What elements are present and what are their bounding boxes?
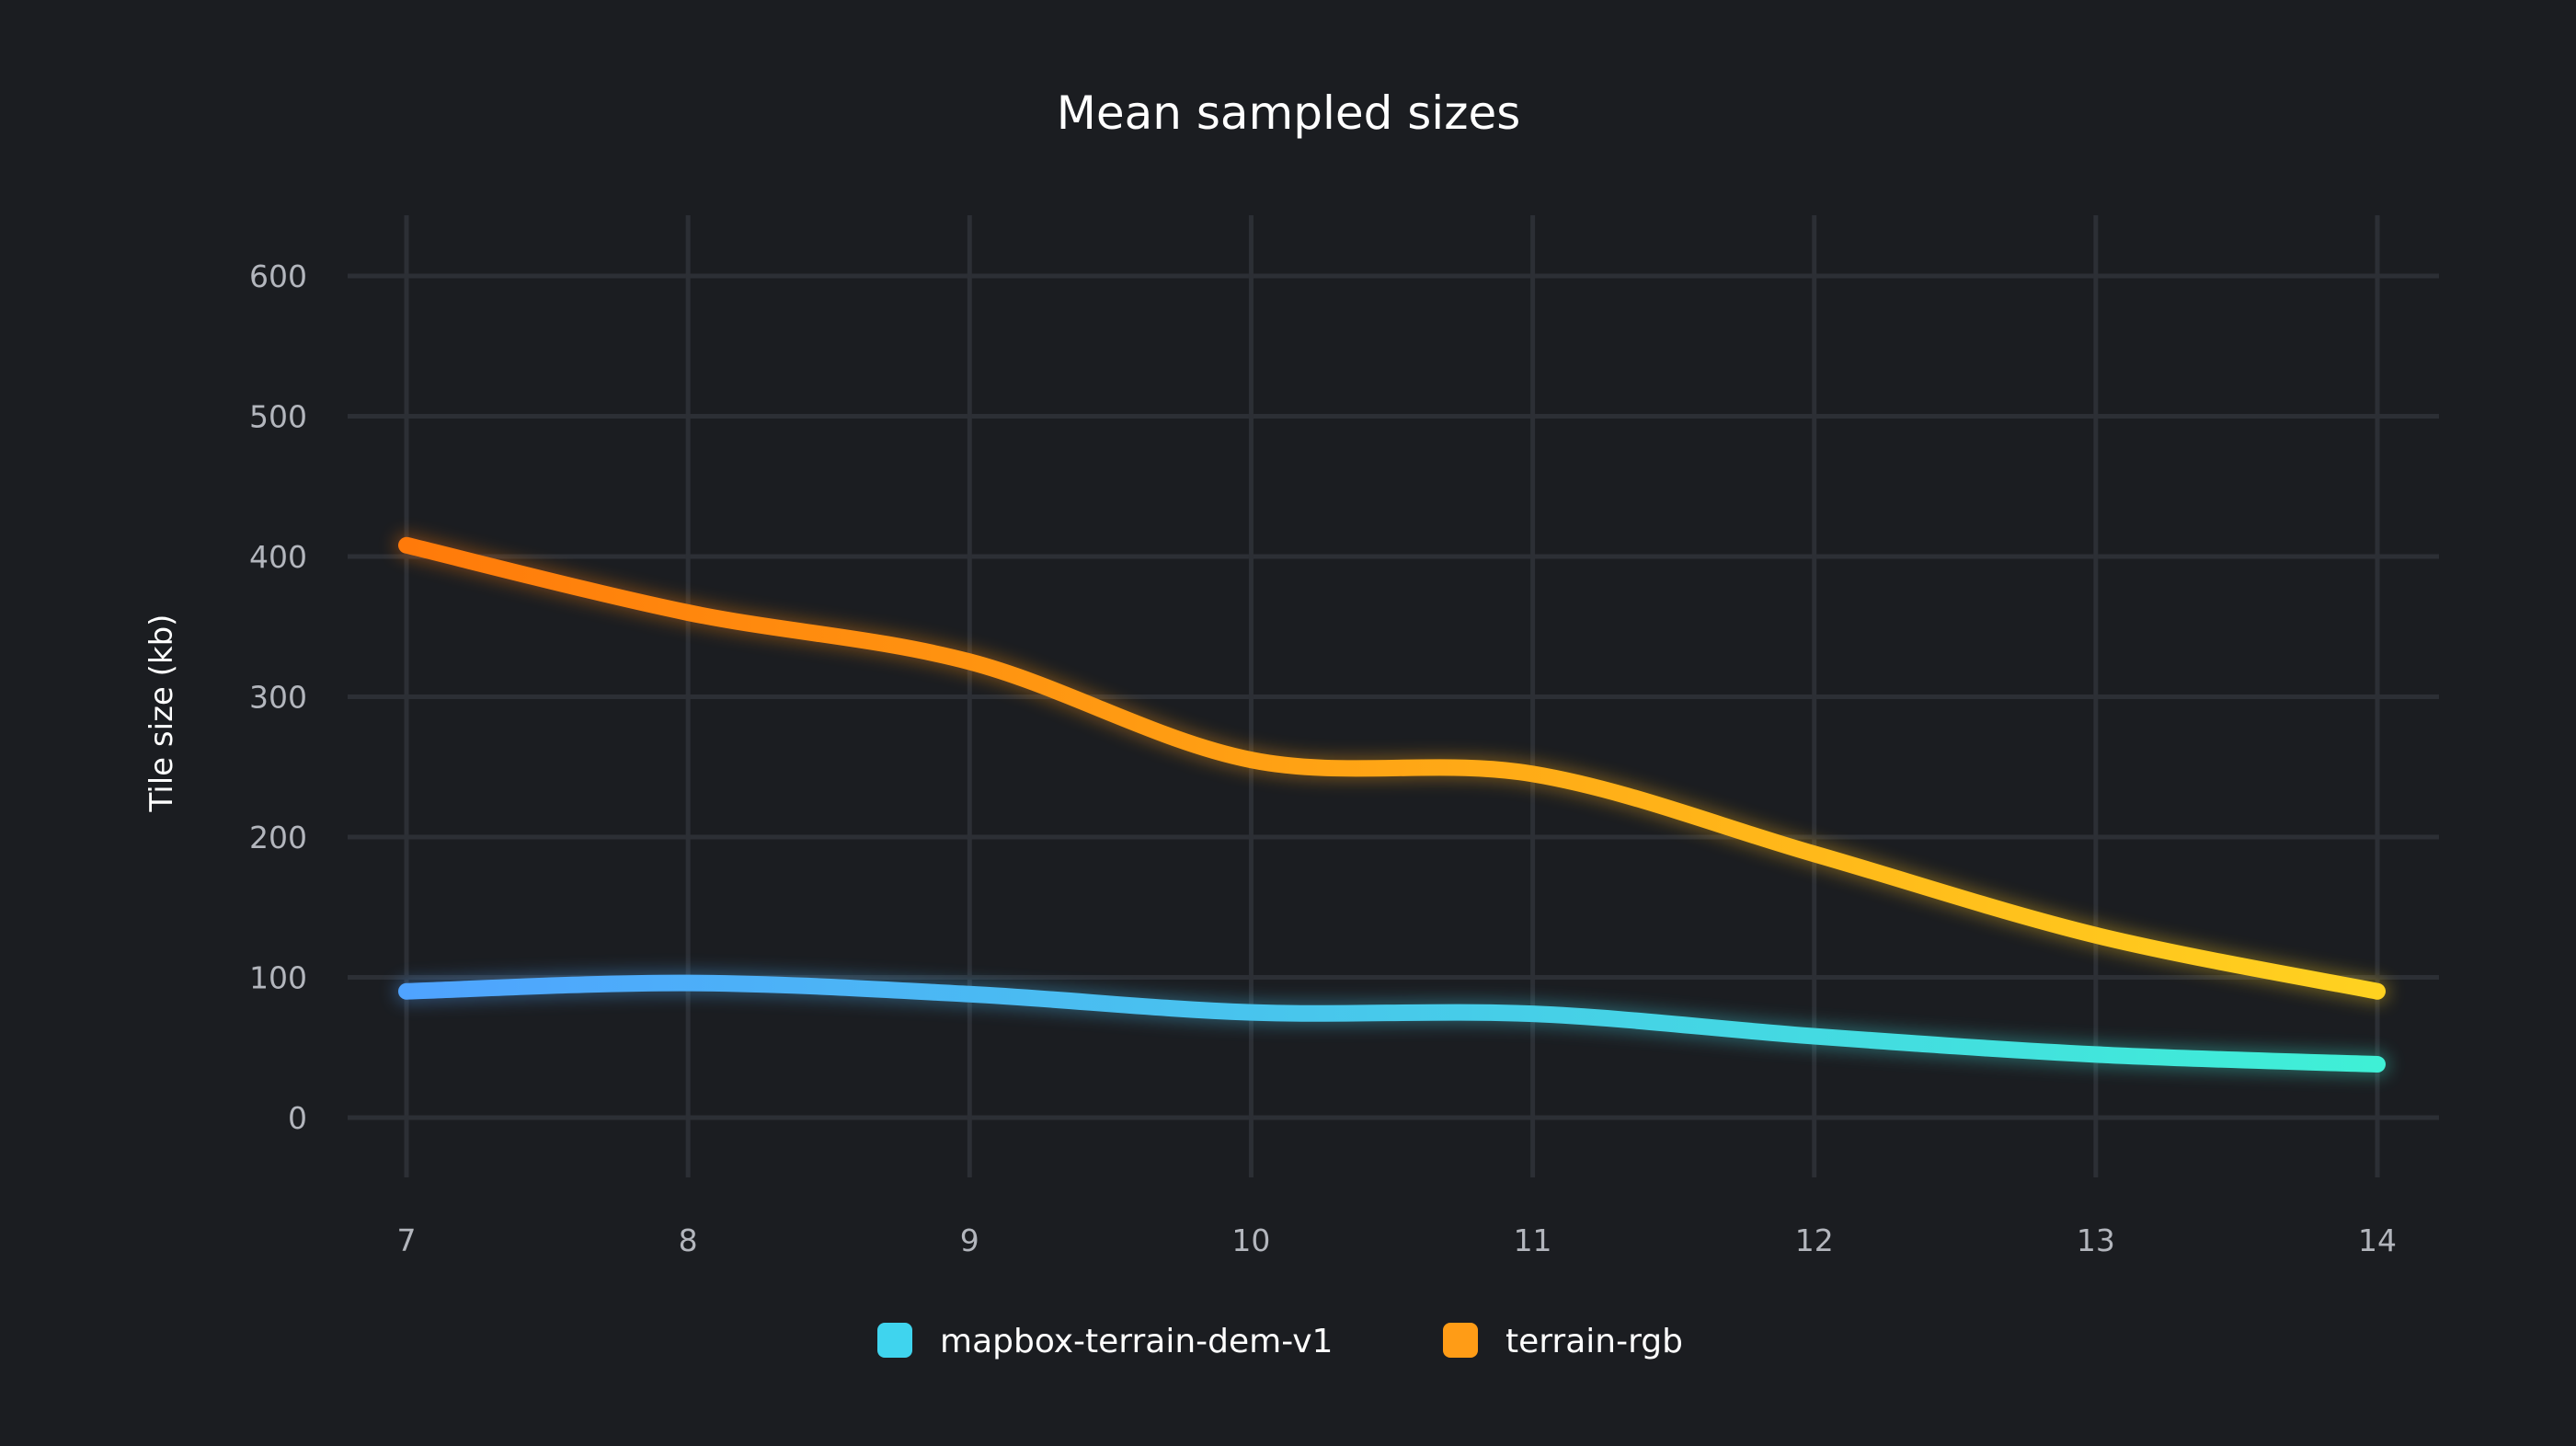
x-tick-label-10: 10 (1231, 1222, 1270, 1258)
y-tick-label-400: 400 (249, 539, 307, 575)
x-tick-label-7: 7 (397, 1222, 417, 1258)
series-line-terrain-rgb (398, 536, 2386, 1000)
legend-item-mapbox-terrain-dem-v1[interactable]: mapbox-terrain-dem-v1 (877, 1323, 1333, 1360)
legend-swatch-terrain-rgb (1443, 1323, 1478, 1358)
x-tick-label-14: 14 (2358, 1222, 2397, 1258)
y-axis-ticks: 0 100 200 300 400 500 600 (249, 258, 307, 1136)
y-tick-label-100: 100 (249, 960, 307, 996)
chart-title: Mean sampled sizes (1057, 86, 1521, 140)
legend-label-mapbox-terrain-dem-v1: mapbox-terrain-dem-v1 (940, 1323, 1333, 1360)
y-tick-label-0: 0 (288, 1100, 307, 1136)
x-tick-label-11: 11 (1514, 1222, 1552, 1258)
legend: mapbox-terrain-dem-v1 terrain-rgb (877, 1323, 1683, 1360)
series-line-mapbox-terrain-dem-v1 (398, 974, 2386, 1073)
y-tick-label-300: 300 (249, 680, 307, 716)
x-tick-label-8: 8 (679, 1222, 698, 1258)
legend-label-terrain-rgb: terrain-rgb (1506, 1323, 1683, 1360)
grid (348, 215, 2439, 1177)
x-tick-label-9: 9 (960, 1222, 979, 1258)
legend-swatch-mapbox-terrain-dem-v1 (877, 1323, 912, 1358)
y-tick-label-500: 500 (249, 399, 307, 435)
x-tick-label-12: 12 (1795, 1222, 1834, 1258)
y-tick-label-200: 200 (249, 820, 307, 855)
x-axis-ticks: 7 8 9 10 11 12 13 14 (397, 1222, 2398, 1258)
series-lines (395, 533, 2389, 1077)
x-tick-label-13: 13 (2077, 1222, 2115, 1258)
legend-item-terrain-rgb[interactable]: terrain-rgb (1443, 1323, 1683, 1360)
y-tick-label-600: 600 (249, 258, 307, 294)
y-axis-label: Tile size (kb) (143, 614, 180, 813)
